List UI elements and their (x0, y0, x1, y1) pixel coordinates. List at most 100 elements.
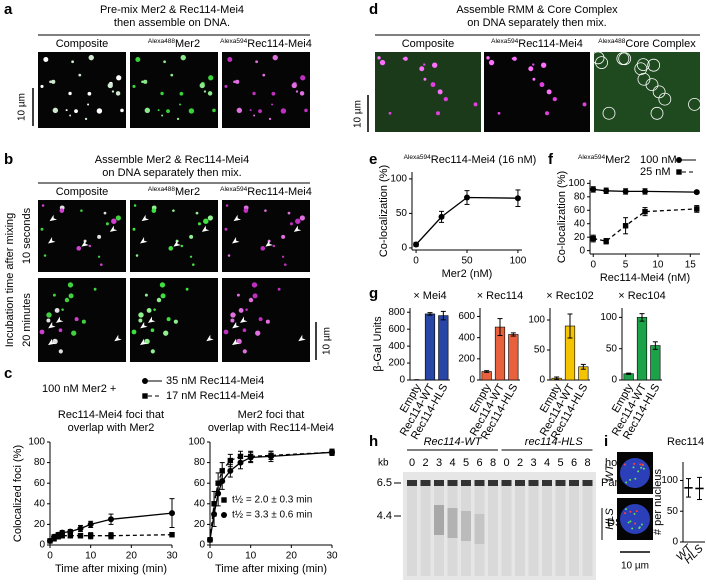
marker (211, 501, 217, 507)
spot (443, 96, 448, 102)
gel-band (542, 480, 552, 486)
spot (639, 463, 642, 466)
spot (277, 287, 281, 291)
arrowhead (81, 240, 89, 247)
y-tick-label: 50 (396, 208, 408, 219)
spot (295, 90, 299, 93)
spot (93, 287, 97, 291)
y-axis-label: Colocalized foci (%) (12, 445, 24, 542)
spot (242, 328, 247, 333)
marker (87, 521, 94, 528)
gel (403, 472, 596, 580)
micrograph (38, 52, 126, 128)
spot (271, 103, 274, 106)
chart-title: Alexa594Mer2 (578, 154, 630, 166)
spot (281, 234, 286, 239)
marker (55, 534, 61, 540)
micrograph (38, 278, 126, 362)
gel-band (555, 480, 566, 486)
spot (81, 319, 86, 324)
bar (508, 334, 519, 381)
spot (116, 75, 122, 81)
spot (304, 108, 308, 113)
spot (61, 308, 64, 311)
gel-band (501, 480, 512, 486)
annotation: t½ = 3.3 ± 0.6 min (232, 510, 312, 521)
spot (236, 293, 240, 297)
spot (243, 208, 249, 213)
y-tick-label: 600 (388, 324, 405, 335)
spot (97, 255, 101, 258)
spot (539, 82, 545, 88)
spot (150, 349, 155, 354)
label-prefix: Alexa488 (148, 186, 175, 193)
label-prefix: Alexa594 (220, 38, 247, 45)
spot (238, 308, 244, 313)
gel-band (569, 480, 579, 486)
gel-band (474, 480, 485, 486)
spot (144, 107, 151, 114)
panel-letter: i (604, 433, 608, 450)
ring (602, 106, 616, 120)
lane-label: 3 (436, 457, 442, 469)
gel-smear (434, 505, 444, 535)
chart-title: Rec114 foci (667, 436, 707, 448)
title-prefix: Alexa594 (404, 154, 431, 161)
spot (58, 349, 63, 354)
y-tick-label: 600 (458, 311, 475, 322)
legend-marker (142, 378, 148, 384)
spot (160, 91, 164, 96)
title-text: × Rec114 (477, 290, 524, 302)
panel-title: on DNA separately then mix. (102, 167, 241, 179)
spot (582, 102, 587, 107)
spot (157, 109, 160, 112)
spot (199, 82, 205, 89)
arrowhead (293, 225, 302, 232)
y-tick-label: 400 (388, 341, 405, 352)
spot (540, 62, 547, 68)
arrowhead (232, 338, 240, 346)
scale-label: 10 µm (353, 100, 364, 128)
spot (300, 75, 306, 81)
label-text: Mer2 (175, 186, 200, 198)
gel-lane (569, 486, 579, 576)
x-tick-label: 50 (461, 256, 473, 267)
x-tick-label: 0 (413, 256, 419, 267)
arrowhead (55, 316, 64, 323)
spot (235, 79, 240, 84)
spot (87, 103, 90, 106)
spot (512, 56, 517, 61)
arrowhead (140, 338, 148, 346)
spot (280, 108, 287, 114)
x-tick-label: 30 (326, 551, 338, 562)
x-tick-label: 20 (286, 551, 298, 562)
spot (203, 218, 209, 224)
arrowhead (114, 334, 122, 342)
spot (629, 478, 632, 481)
spot (488, 59, 495, 66)
ring (595, 56, 608, 70)
marker (77, 525, 84, 532)
spot (437, 89, 443, 95)
marker (693, 189, 700, 196)
marker (603, 238, 609, 244)
x-axis-label: Time after mixing (min) (215, 563, 327, 575)
y-tick-label: 0 (469, 375, 475, 386)
spot (473, 102, 478, 107)
spot (388, 111, 392, 115)
gel-band (434, 480, 444, 486)
legend-label: 17 nM Rec114-Mei4 (166, 390, 264, 402)
spot (260, 246, 266, 251)
panel-letter: d (369, 1, 378, 18)
label-prefix: Alexa488 (598, 38, 625, 45)
legend-marker (676, 157, 682, 163)
y-tick-label: 0 (579, 245, 585, 256)
ring (688, 97, 701, 111)
micrograph (484, 52, 590, 132)
arrowhead (147, 316, 156, 323)
spot (185, 287, 189, 291)
column-label: Alexa594Rec114-Mei4 (220, 186, 312, 198)
ring (647, 58, 661, 72)
